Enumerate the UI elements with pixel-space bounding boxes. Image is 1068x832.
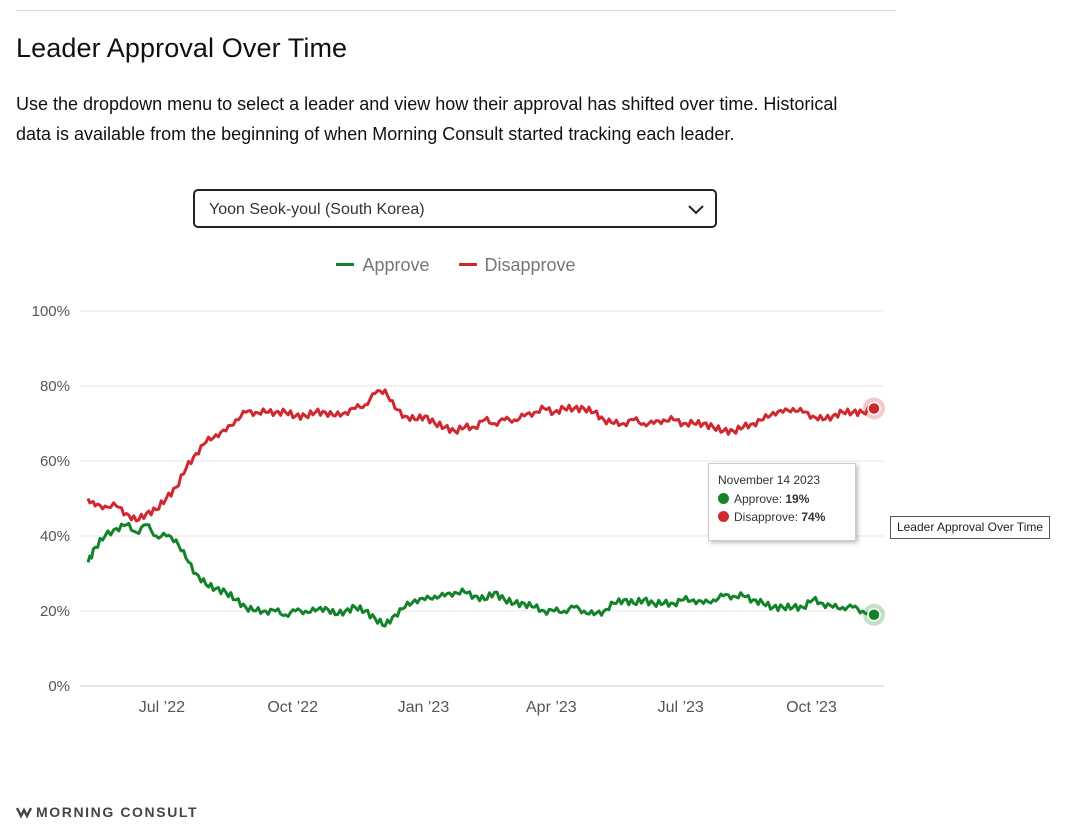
hover-point-disapprove [867,401,881,416]
x-tick-label: Oct ’22 [267,699,318,716]
y-tick-label: 0% [48,678,70,695]
y-tick-label: 100% [32,303,70,320]
x-tick-label: Jul ’23 [658,699,704,716]
tooltip-disapprove-label: Disapprove: [734,510,799,524]
chart-legend: Approve Disapprove [0,255,912,276]
series-line-approve [86,521,876,628]
x-tick-label: Apr ’23 [526,699,577,716]
leader-select-dropdown[interactable]: Yoon Seok-youl (South Korea) [193,189,717,228]
tooltip-disapprove-row: Disapprove: 74% [718,510,855,524]
chart-accessible-label: Leader Approval Over Time [890,516,1050,539]
morning-consult-logo-icon [16,807,32,819]
chevron-down-icon [688,205,704,215]
legend-label-disapprove: Disapprove [484,255,576,275]
x-tick-label: Jul ’22 [139,699,185,716]
legend-swatch-approve [336,262,355,266]
hover-point-approve [867,608,881,622]
legend-swatch-disapprove [458,262,477,266]
y-tick-label: 80% [40,378,70,395]
approval-line-chart[interactable]: 0% 20% 40% 60% 80% 100% Jul ’22 Oct ’22 Jan ’23 A… [0,290,900,720]
x-tick-label: Oct ’23 [786,699,837,716]
page-title: Leader Approval Over Time [16,33,348,63]
legend-item-disapprove[interactable]: Disapprove [458,255,576,276]
tooltip-approve-value: 19% [785,492,810,506]
chart-tooltip: November 14 2023 Approve: 19% Disapprove… [708,463,856,541]
tooltip-date: November 14 2023 [718,473,821,487]
dropdown-selected-value: Yoon Seok-youl (South Korea) [209,201,425,218]
series-line-disapprove [86,388,875,523]
disapprove-dot-icon [718,511,729,523]
y-tick-label: 40% [40,528,70,545]
tooltip-approve-row: Approve: 19% [718,492,855,506]
approve-dot-icon [718,493,729,505]
top-divider [16,10,896,11]
legend-label-approve: Approve [362,255,430,275]
tooltip-disapprove-value: 74% [801,510,826,524]
y-tick-label: 20% [40,603,70,620]
y-tick-label: 60% [40,453,70,470]
brand-name: MORNING CONSULT [36,804,199,820]
tooltip-approve-label: Approve: [734,492,783,506]
legend-item-approve[interactable]: Approve [336,255,429,276]
x-tick-label: Jan ’23 [398,699,450,716]
page-description: Use the dropdown menu to select a leader… [16,94,838,144]
